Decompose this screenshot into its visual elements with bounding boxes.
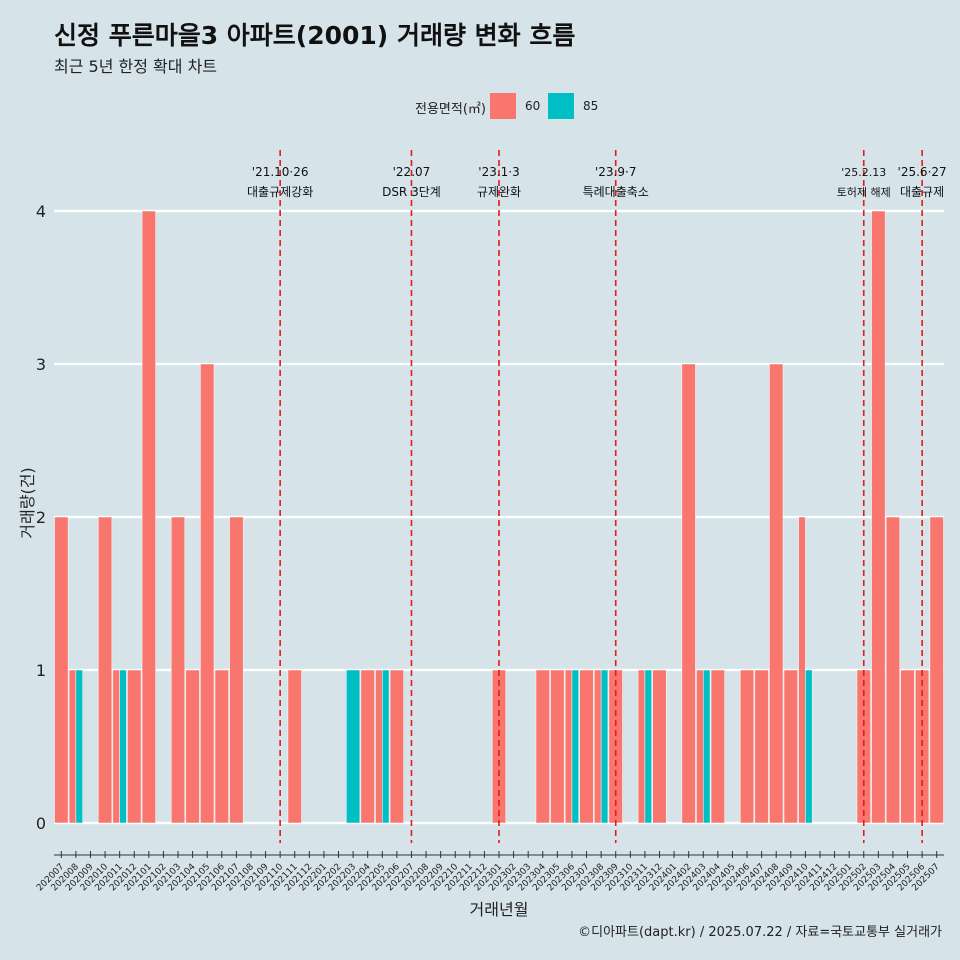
event-label-1: DSR 3단계 bbox=[382, 185, 441, 199]
bar-60-202312 bbox=[652, 669, 667, 824]
bar-60-202205 bbox=[375, 669, 383, 824]
event-date-0: '21.10·26 bbox=[252, 165, 309, 179]
bar-85-202311 bbox=[644, 669, 652, 824]
bar-60-202105 bbox=[200, 363, 215, 824]
legend-key-85 bbox=[548, 93, 574, 119]
bar-60-202503 bbox=[871, 210, 886, 824]
event-label-2: 규제완화 bbox=[477, 185, 521, 199]
bar-85-202403 bbox=[703, 669, 711, 824]
bar-60-202307 bbox=[579, 669, 594, 824]
legend-label-85: 85 bbox=[583, 99, 599, 113]
bar-60-202408 bbox=[769, 363, 784, 824]
bar-60-202504 bbox=[885, 516, 900, 824]
bar-60-202010 bbox=[98, 516, 113, 824]
event-date-3: '23.9·7 bbox=[595, 165, 636, 179]
bar-60-202008 bbox=[68, 669, 77, 824]
bar-60-202410 bbox=[798, 516, 806, 824]
bar-60-202007 bbox=[54, 516, 69, 824]
y-axis-title: 거래량(건) bbox=[18, 467, 37, 538]
bar-60-202204 bbox=[360, 669, 375, 824]
legend: 전용면적(㎡) 60 85 bbox=[0, 92, 960, 122]
bar-85-202410 bbox=[805, 669, 813, 824]
bar-60-202304 bbox=[535, 669, 550, 824]
x-axis-title: 거래년월 bbox=[470, 900, 529, 919]
bar-60-202505 bbox=[900, 669, 915, 824]
bar-60-202206 bbox=[389, 669, 404, 824]
event-date-2: '23.1·3 bbox=[478, 165, 519, 179]
bar-60-202111 bbox=[287, 669, 302, 824]
bar-60-202403 bbox=[696, 669, 704, 824]
event-date-1: '22.07 bbox=[393, 165, 431, 179]
bar-60-202507 bbox=[929, 516, 944, 824]
event-date-5: '25.6·27 bbox=[898, 165, 947, 179]
legend-title: 전용면적(㎡) bbox=[415, 102, 486, 117]
y-tick-label-2: 2 bbox=[36, 508, 46, 527]
bar-60-202402 bbox=[681, 363, 696, 824]
bar-60-202012 bbox=[127, 669, 142, 824]
bar-85-202011 bbox=[119, 669, 127, 824]
bar-60-202306 bbox=[564, 669, 573, 824]
event-label-5: 대출규제 bbox=[900, 185, 944, 199]
y-tick-label-4: 4 bbox=[36, 202, 46, 221]
bar-60-202103 bbox=[170, 516, 186, 824]
bar-60-202107 bbox=[229, 516, 244, 824]
bar-85-202203 bbox=[346, 669, 361, 824]
bar-60-202308 bbox=[594, 669, 602, 824]
event-date-4: '25.2.13 bbox=[841, 166, 886, 179]
bar-85-202308 bbox=[600, 669, 609, 824]
event-label-4: 토허제 해제 bbox=[837, 185, 891, 199]
legend-label-60: 60 bbox=[525, 99, 541, 113]
chart-title: 신정 푸른마을3 아파트(2001) 거래량 변화 흐름 bbox=[54, 21, 576, 50]
bar-60-202406 bbox=[739, 669, 755, 824]
legend-key-60 bbox=[490, 93, 516, 119]
chart-subtitle: 최근 5년 한정 확대 차트 bbox=[54, 57, 218, 76]
bar-60-202407 bbox=[754, 669, 769, 824]
caption: ©디아파트(dapt.kr) / 2025.07.22 / 자료=국토교통부 실… bbox=[578, 925, 942, 940]
bar-60-202011 bbox=[112, 669, 120, 824]
event-label-0: 대출규제강화 bbox=[247, 185, 313, 199]
bar-85-202205 bbox=[382, 669, 390, 824]
bar-60-202101 bbox=[141, 210, 156, 824]
bar-60-202409 bbox=[783, 669, 798, 824]
event-label-3: 특례대출축소 bbox=[583, 185, 649, 199]
bar-85-202306 bbox=[571, 669, 579, 824]
y-tick-label-1: 1 bbox=[36, 661, 46, 680]
y-tick-label-3: 3 bbox=[36, 355, 46, 374]
bar-60-202106 bbox=[214, 669, 229, 824]
bar-85-202008 bbox=[75, 669, 83, 824]
bar-60-202305 bbox=[550, 669, 565, 824]
y-tick-label-0: 0 bbox=[36, 814, 46, 833]
bar-60-202404 bbox=[710, 669, 725, 824]
bar-60-202311 bbox=[637, 669, 646, 824]
bar-60-202104 bbox=[185, 669, 200, 824]
